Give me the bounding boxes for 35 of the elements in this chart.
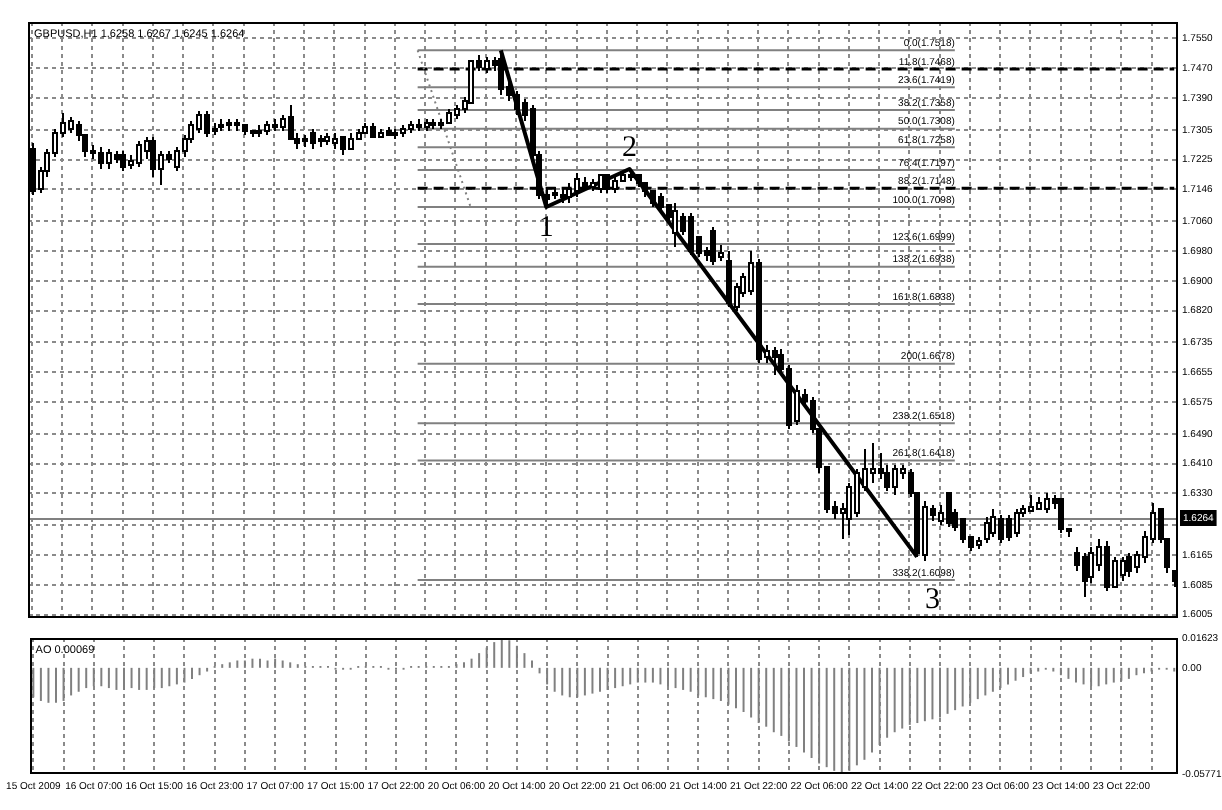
annotation: 1 <box>538 211 554 244</box>
candlestick <box>710 226 716 266</box>
candlestick <box>1058 498 1064 534</box>
candlestick <box>1126 552 1132 578</box>
candlestick <box>120 150 126 172</box>
candlestick <box>1006 514 1012 542</box>
candlestick <box>726 250 732 308</box>
candlestick <box>1104 540 1110 592</box>
candlestick <box>998 514 1004 544</box>
annotation: 2 <box>621 131 637 164</box>
candlestick <box>990 508 996 538</box>
candlestick <box>514 90 520 116</box>
candlestick <box>870 442 876 484</box>
candlestick <box>672 202 678 248</box>
candlestick <box>98 146 104 170</box>
candlestick <box>688 212 694 256</box>
candlestick <box>196 110 202 134</box>
candlestick <box>854 468 860 518</box>
candlestick <box>310 128 316 150</box>
candlestick <box>946 492 952 528</box>
candlestick <box>204 110 210 138</box>
annotation: 3 <box>924 583 940 616</box>
candlestick <box>150 136 156 178</box>
candlestick <box>922 500 928 562</box>
candlestick <box>772 346 778 376</box>
candlestick <box>106 148 112 170</box>
candlestick <box>960 518 966 544</box>
candlestick <box>1014 508 1020 538</box>
candlestick <box>1082 552 1088 598</box>
candlestick <box>174 146 180 172</box>
candlestick <box>892 464 898 496</box>
candlestick <box>136 140 142 168</box>
candlestick <box>1120 556 1126 582</box>
candlestick <box>984 516 990 544</box>
candlestick <box>1044 492 1050 514</box>
